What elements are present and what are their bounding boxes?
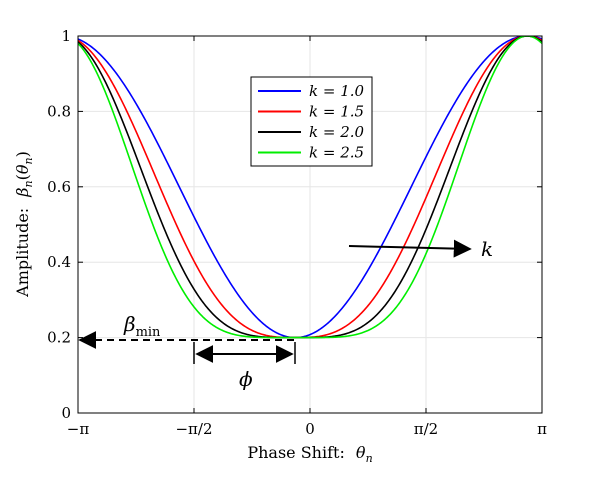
y-axis-label-arg: θ <box>13 164 32 174</box>
legend: k = 1.0 k = 1.5 k = 2.0 k = 2.5 <box>250 76 373 167</box>
y-axis-label-close: ) <box>13 151 32 157</box>
legend-label: k = 2.5 <box>309 144 364 162</box>
x-axis-label-text: Phase Shift: <box>247 443 345 462</box>
k-direction-arrow <box>348 239 472 258</box>
x-tick-label: −π/2 <box>175 420 212 438</box>
y-tick-label: 1 <box>61 27 71 45</box>
y-axis-label-var: β <box>13 187 32 197</box>
legend-label: k = 1.0 <box>309 82 365 100</box>
y-tick-label: 0.4 <box>47 253 71 271</box>
x-axis-label-var: θ <box>356 443 366 462</box>
beta-min-label: βmin <box>123 312 161 340</box>
x-tick-label: 0 <box>305 420 315 438</box>
x-axis-label: Phase Shift: θn <box>247 443 372 465</box>
series-curves <box>78 36 542 339</box>
k-arrow-label: k <box>481 237 493 261</box>
x-tick-label: π/2 <box>414 420 438 438</box>
x-tick-label: −π <box>67 420 90 438</box>
y-axis-label-open: ( <box>13 174 32 180</box>
annotations: k βmin ϕ <box>78 237 493 391</box>
x-axis-label-sub: n <box>366 452 373 465</box>
series-line-1 <box>78 36 542 339</box>
x-tick-label: π <box>537 420 547 438</box>
beta-min-symbol: β <box>123 312 136 336</box>
y-axis-label-sub: n <box>22 180 35 187</box>
beta-min-sub: min <box>136 325 161 340</box>
y-axis-label-arg-sub: n <box>22 157 35 164</box>
y-tick-label: 0.2 <box>47 329 71 347</box>
series-line-4 <box>78 36 542 339</box>
legend-label: k = 1.5 <box>309 103 364 121</box>
y-axis-label: Amplitude: βn(θn) <box>13 151 35 298</box>
y-axis-label-text: Amplitude: <box>13 208 32 298</box>
y-tick-label: 0 <box>61 404 71 422</box>
y-tick-label: 0.6 <box>47 178 71 196</box>
y-tick-label: 0.8 <box>47 102 71 120</box>
axis-ticks: −π −π/2 0 π/2 π 0 0.2 0.4 0.6 0.8 1 <box>47 27 547 438</box>
phi-label: ϕ <box>239 367 253 391</box>
legend-label: k = 2.0 <box>309 123 365 141</box>
